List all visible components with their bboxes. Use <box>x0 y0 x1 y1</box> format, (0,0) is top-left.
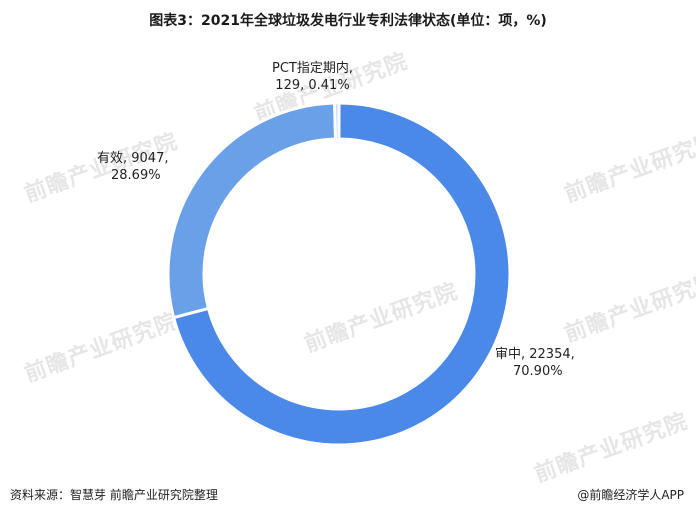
label-valid: 有效, 9047, 28.69% <box>97 150 168 184</box>
label-valid-line1: 有效, 9047, <box>97 151 169 166</box>
slice-pending <box>171 101 512 447</box>
chart-title: 图表3：2021年全球垃圾发电行业专利法律状态(单位：项，%) <box>149 13 547 29</box>
source-note: 资料来源：智慧芽 前瞻产业研究院整理 <box>10 488 218 502</box>
label-valid-line2: 28.69% <box>111 168 161 183</box>
slice-pct <box>333 101 341 141</box>
label-pending-line1: 审中, 22354, <box>495 347 575 362</box>
label-pct: PCT指定期内, 129, 0.41% <box>272 60 353 94</box>
brand-credit: @前瞻经济学人APP <box>577 488 684 502</box>
label-pct-line2: 129, 0.41% <box>275 78 350 93</box>
label-pending: 审中, 22354, 70.90% <box>495 346 575 380</box>
label-pending-line2: 70.90% <box>513 364 563 379</box>
label-pct-line1: PCT指定期内, <box>272 61 353 76</box>
slice-valid <box>166 101 338 320</box>
